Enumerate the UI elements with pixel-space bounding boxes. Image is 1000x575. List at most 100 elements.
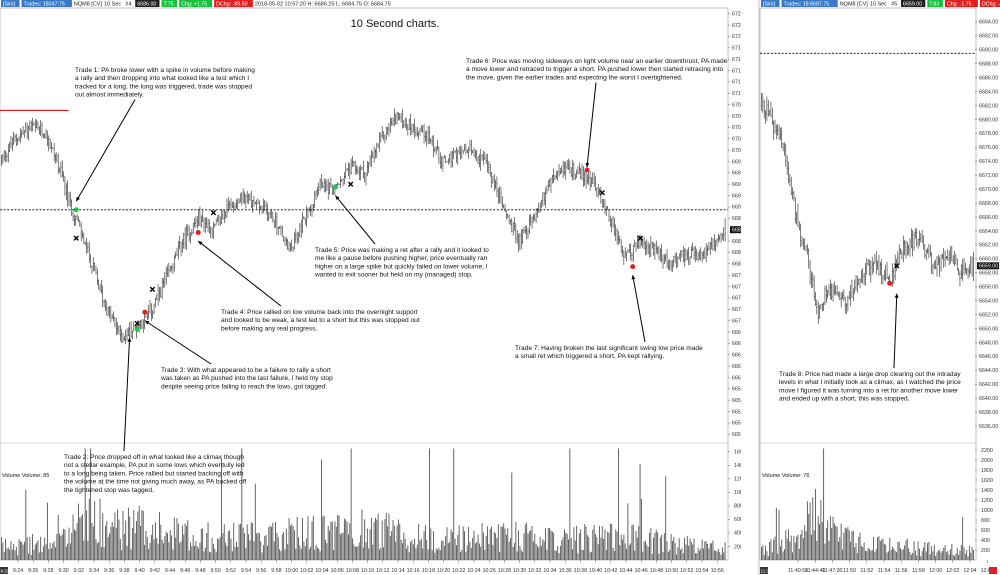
last-price-box xyxy=(977,262,999,270)
header-sim-badge-bg xyxy=(1,0,20,7)
time-tick-label: 12:00 xyxy=(929,568,942,574)
header-daily-change-badge-bg xyxy=(979,0,1000,7)
chart-title: 10 Second charts. xyxy=(351,18,440,30)
last-price-label: 6659.00 xyxy=(979,264,998,270)
time-tick-label: 12:02 xyxy=(946,568,959,574)
time-tick-label: 10:12 xyxy=(376,568,389,574)
exit-marker xyxy=(149,286,156,293)
price-tick-label: 6674.00 xyxy=(979,159,998,165)
annotation-text: Trade 2: Price dropped off in what looke… xyxy=(64,454,246,494)
annotation-arrow xyxy=(335,195,376,245)
annotation-line: Trade 1: PA broke lower with a spike in … xyxy=(75,67,255,74)
volume-bars xyxy=(761,448,974,560)
header-daily-change-badge: DChg: -89.50 xyxy=(982,1,1000,7)
time-tick-label: 10:38 xyxy=(574,568,587,574)
annotation-line: despite seeing price failing to reach th… xyxy=(161,383,327,390)
time-tick-label: 9:58 xyxy=(271,568,281,574)
annotation-trade1: Trade 1: PA broke lower with a spike in … xyxy=(75,67,255,202)
annotation-line: and ended up with a short, this was stop… xyxy=(779,396,910,403)
time-tick-label: 10:54 xyxy=(695,568,708,574)
volume-bars xyxy=(1,448,726,560)
time-tick-label: 9:52 xyxy=(226,568,236,574)
time-tick-label: 9:36 xyxy=(104,568,114,574)
time-tick-label: 9:50 xyxy=(210,568,220,574)
time-tick-label: 10:36 xyxy=(559,568,572,574)
header-net-badge-bg xyxy=(161,0,178,7)
price-tick-label: 6648.00 xyxy=(979,340,998,346)
time-tick-label: 9:26 xyxy=(28,568,38,574)
time-tick-label: 12:06 xyxy=(981,568,994,574)
annotation-arrowhead xyxy=(335,195,340,200)
time-tick-label: 11:50 xyxy=(843,568,856,574)
header-instrument: NQM8 [CV] xyxy=(840,1,869,7)
annotation-arrow xyxy=(893,293,898,369)
annotation-arrowhead xyxy=(144,320,150,325)
annotation-line: move I figured it was turning into a ret… xyxy=(779,387,959,394)
time-tick-label: 10:16 xyxy=(407,568,420,574)
time-tick-label: 10:50 xyxy=(665,568,678,574)
header-net-badge-bg xyxy=(927,0,943,7)
exit-marker xyxy=(347,181,354,187)
short-entry-marker xyxy=(195,230,201,236)
time-tick-label: 10:32 xyxy=(528,568,541,574)
header-last-badge-bg xyxy=(135,0,160,7)
time-tick-label: 10:28 xyxy=(498,568,511,574)
volume-tick-label: 800 xyxy=(981,518,990,524)
time-tick-label: 9:40 xyxy=(134,568,144,574)
annotation-trade7: Trade 7: Having broken the last signific… xyxy=(515,275,703,360)
volume-tick-label: 1800 xyxy=(981,468,993,474)
time-tick-label: 10:18 xyxy=(422,568,435,574)
trade-markers xyxy=(73,167,644,332)
annotation-line: Trade 7: Having broken the last signific… xyxy=(515,345,703,352)
annotation-line: out almost immediately. xyxy=(75,92,144,99)
price-tick-label: 6692.00 xyxy=(979,34,998,40)
short-entry-marker xyxy=(584,167,590,173)
volume-tick-label: 2200 xyxy=(981,448,993,454)
corner-red-marker xyxy=(989,567,997,574)
annotation-line: the move, given the earlier trades and e… xyxy=(466,74,683,81)
long-entry-marker xyxy=(73,207,79,213)
time-tick-label: 10:52 xyxy=(680,568,693,574)
annotation-line: Trade 6: Price was moving sideways on li… xyxy=(466,58,728,65)
header-interval: 10 Sec xyxy=(104,1,121,7)
volume-tick-label: 400 xyxy=(981,538,990,544)
price-tick-label: 6660.00 xyxy=(979,257,998,263)
annotation-line: was taken as PA pushed into the last fai… xyxy=(160,375,333,382)
volume-axis: 1600 1400 1200 1000 800 600 400 200 Volume Volum… xyxy=(2,450,746,551)
time-tick-label: 11:54 xyxy=(878,568,891,574)
header-session: 2018-05-02 10:57:20 H: 6686.25 L: 6684.7… xyxy=(255,1,391,7)
annotation-text: Trade 4: Price rallied on low volume bac… xyxy=(221,309,420,332)
volume-tick-label: 800 xyxy=(734,504,743,510)
header-change-badge: Chg: -1.75 xyxy=(947,1,972,7)
annotation-arrow xyxy=(632,275,646,343)
annotation-arrow xyxy=(144,320,212,365)
trade-markers xyxy=(887,263,900,286)
price-axis: 6694.00 6692.00 6690.00 6688.00 6686.00 6684.… xyxy=(975,20,999,430)
time-corner-tag: 9:22 xyxy=(1,568,10,573)
annotation-line: Trade 2: Price dropped off in what looke… xyxy=(64,454,244,461)
annotation-line: Trade 3: With what appeared to be a fail… xyxy=(161,367,331,374)
annotation-line: the volume at the time not giving much a… xyxy=(64,479,246,486)
time-tick-label: 9:56 xyxy=(256,568,266,574)
price-tick-label: 6668.00 xyxy=(979,201,998,207)
time-tick-label: 10:26 xyxy=(483,568,496,574)
plot-frame xyxy=(759,7,977,561)
volume-tick-label: 1200 xyxy=(734,477,746,483)
annotation-arrow xyxy=(75,99,136,202)
price-tick-label: 6658.00 xyxy=(979,271,998,277)
annotation-trade2: Trade 2: Price dropped off in what looke… xyxy=(64,337,246,494)
exit-marker xyxy=(599,190,605,196)
time-tick-label: 11:58 xyxy=(912,568,925,574)
time-tick-label: 10:20 xyxy=(437,568,450,574)
time-tick-label: 11:44:40 xyxy=(805,568,825,574)
volume-tick-label: 600 xyxy=(981,528,990,534)
annotation-line: before making any real progress. xyxy=(221,325,318,332)
header-trades-badge-bg xyxy=(21,0,72,7)
time-corner-tag: 11:38 xyxy=(761,568,773,573)
header-sim-badge: [Sim] xyxy=(3,1,16,7)
time-tick-label: 9:38 xyxy=(119,568,129,574)
volume-tick-label: 1000 xyxy=(981,508,993,514)
annotation-arrow xyxy=(197,240,282,307)
header-net-badge: T:75 xyxy=(164,1,174,7)
